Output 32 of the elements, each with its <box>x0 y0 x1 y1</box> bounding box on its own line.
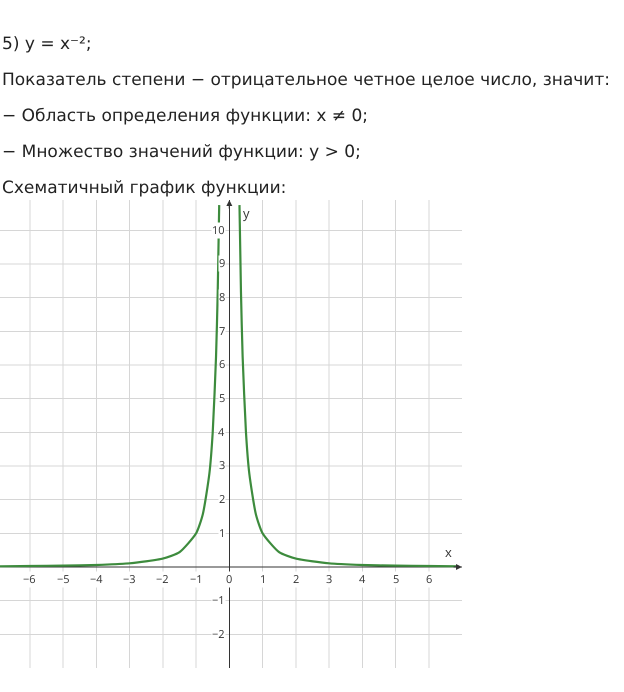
x-tick-label: 6 <box>426 572 432 587</box>
x-tick-label: 4 <box>359 572 366 587</box>
y-tick-label: 7 <box>219 324 226 339</box>
y-tick-label: 8 <box>219 290 226 305</box>
x-tick-label: −6 <box>23 572 36 587</box>
text: Показатель степени − отрицательное четное целое число, значит: <box>2 69 611 92</box>
x-tick-label: −4 <box>90 572 104 587</box>
y-tick-label: 10 <box>212 223 225 238</box>
x-tick-label: −5 <box>57 572 70 587</box>
text: − Множество значений функции: y > 0; <box>2 141 362 164</box>
y-tick-label: 9 <box>219 256 226 271</box>
y-axis-title: y <box>243 204 250 222</box>
y-tick-label: 4 <box>218 425 225 440</box>
y-tick-label: 6 <box>219 357 226 372</box>
x-tick-label: −1 <box>190 572 203 587</box>
text: − Область определения функции: x ≠ 0; <box>2 105 369 128</box>
x-axis-title: x <box>445 543 452 561</box>
y-tick-label: 5 <box>219 391 226 406</box>
y-tick-label: 3 <box>219 458 226 473</box>
chart-title: 5) y = x⁻²; <box>2 33 93 56</box>
text: Схематичный график функции: <box>2 178 286 198</box>
x-tick-label: 3 <box>326 572 332 587</box>
x-tick-label: 0 <box>226 572 232 587</box>
x-tick-label: 1 <box>260 572 266 587</box>
y-tick-label: −2 <box>212 627 225 642</box>
y-tick-label: −1 <box>212 593 225 608</box>
y-tick-label: 2 <box>219 492 226 507</box>
x-tick-label: −2 <box>156 572 169 587</box>
y-tick-label: 1 <box>219 526 226 541</box>
x-tick-label: 2 <box>293 572 300 587</box>
x-tick-label: 5 <box>393 572 400 587</box>
x-tick-label: −3 <box>123 572 136 587</box>
